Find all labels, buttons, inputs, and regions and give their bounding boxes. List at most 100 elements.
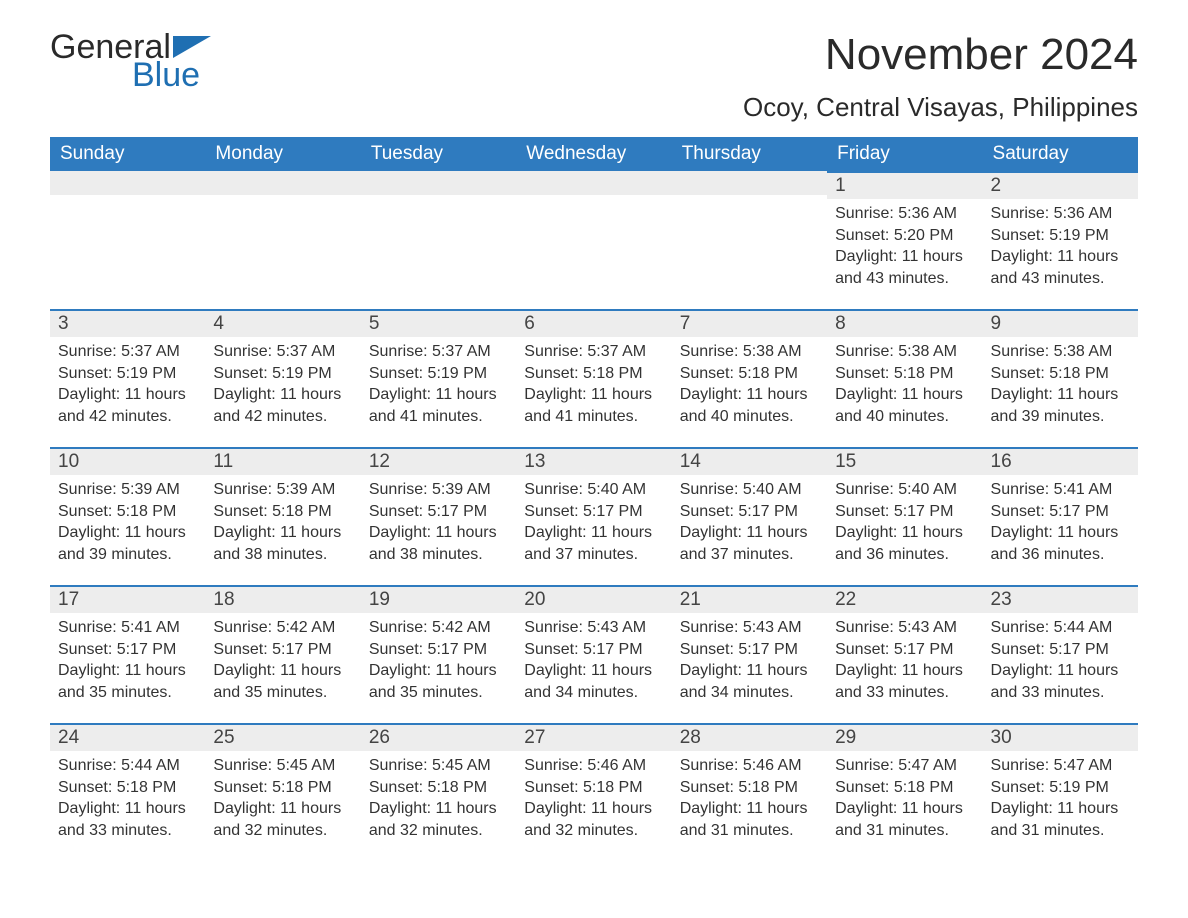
- day-details: Sunrise: 5:38 AMSunset: 5:18 PMDaylight:…: [672, 337, 827, 435]
- sunrise-line: Sunrise: 5:39 AM: [213, 479, 352, 501]
- calendar-cell: 24Sunrise: 5:44 AMSunset: 5:18 PMDayligh…: [50, 723, 205, 861]
- title-block: November 2024 Ocoy, Central Visayas, Phi…: [743, 30, 1138, 133]
- calendar-week: 1Sunrise: 5:36 AMSunset: 5:20 PMDaylight…: [50, 171, 1138, 309]
- sunrise-line: Sunrise: 5:47 AM: [991, 755, 1130, 777]
- calendar-cell: 19Sunrise: 5:42 AMSunset: 5:17 PMDayligh…: [361, 585, 516, 723]
- daylight-line: Daylight: 11 hours and 35 minutes.: [58, 660, 197, 703]
- sunrise-line: Sunrise: 5:37 AM: [213, 341, 352, 363]
- day-details: Sunrise: 5:45 AMSunset: 5:18 PMDaylight:…: [361, 751, 516, 849]
- day-details: Sunrise: 5:41 AMSunset: 5:17 PMDaylight:…: [983, 475, 1138, 573]
- empty-day-bar: [672, 171, 827, 195]
- calendar-cell: 13Sunrise: 5:40 AMSunset: 5:17 PMDayligh…: [516, 447, 671, 585]
- calendar-cell: [672, 171, 827, 309]
- calendar-cell: 8Sunrise: 5:38 AMSunset: 5:18 PMDaylight…: [827, 309, 982, 447]
- day-details: Sunrise: 5:43 AMSunset: 5:17 PMDaylight:…: [827, 613, 982, 711]
- sunrise-line: Sunrise: 5:37 AM: [369, 341, 508, 363]
- sunset-line: Sunset: 5:19 PM: [369, 363, 508, 385]
- calendar-cell: 29Sunrise: 5:47 AMSunset: 5:18 PMDayligh…: [827, 723, 982, 861]
- calendar-cell: 26Sunrise: 5:45 AMSunset: 5:18 PMDayligh…: [361, 723, 516, 861]
- calendar-cell: 7Sunrise: 5:38 AMSunset: 5:18 PMDaylight…: [672, 309, 827, 447]
- day-number: 9: [983, 309, 1138, 337]
- calendar-cell: 14Sunrise: 5:40 AMSunset: 5:17 PMDayligh…: [672, 447, 827, 585]
- sunset-line: Sunset: 5:18 PM: [524, 363, 663, 385]
- daylight-line: Daylight: 11 hours and 41 minutes.: [369, 384, 508, 427]
- sunset-line: Sunset: 5:18 PM: [524, 777, 663, 799]
- daylight-line: Daylight: 11 hours and 32 minutes.: [369, 798, 508, 841]
- sunrise-line: Sunrise: 5:44 AM: [991, 617, 1130, 639]
- day-number: 20: [516, 585, 671, 613]
- daylight-line: Daylight: 11 hours and 31 minutes.: [991, 798, 1130, 841]
- sunset-line: Sunset: 5:18 PM: [680, 363, 819, 385]
- day-details: Sunrise: 5:38 AMSunset: 5:18 PMDaylight:…: [827, 337, 982, 435]
- sunset-line: Sunset: 5:18 PM: [213, 777, 352, 799]
- sunset-line: Sunset: 5:18 PM: [369, 777, 508, 799]
- day-number: 15: [827, 447, 982, 475]
- sunrise-line: Sunrise: 5:45 AM: [369, 755, 508, 777]
- calendar-cell: 9Sunrise: 5:38 AMSunset: 5:18 PMDaylight…: [983, 309, 1138, 447]
- day-details: Sunrise: 5:43 AMSunset: 5:17 PMDaylight:…: [672, 613, 827, 711]
- day-details: Sunrise: 5:37 AMSunset: 5:19 PMDaylight:…: [205, 337, 360, 435]
- day-number: 21: [672, 585, 827, 613]
- day-number: 17: [50, 585, 205, 613]
- sunrise-line: Sunrise: 5:38 AM: [680, 341, 819, 363]
- day-number: 6: [516, 309, 671, 337]
- day-details: Sunrise: 5:37 AMSunset: 5:18 PMDaylight:…: [516, 337, 671, 435]
- calendar-cell: 6Sunrise: 5:37 AMSunset: 5:18 PMDaylight…: [516, 309, 671, 447]
- sunset-line: Sunset: 5:17 PM: [835, 501, 974, 523]
- sunrise-line: Sunrise: 5:37 AM: [524, 341, 663, 363]
- daylight-line: Daylight: 11 hours and 35 minutes.: [369, 660, 508, 703]
- calendar-cell: 1Sunrise: 5:36 AMSunset: 5:20 PMDaylight…: [827, 171, 982, 309]
- sunrise-line: Sunrise: 5:41 AM: [991, 479, 1130, 501]
- daylight-line: Daylight: 11 hours and 32 minutes.: [524, 798, 663, 841]
- day-details: Sunrise: 5:43 AMSunset: 5:17 PMDaylight:…: [516, 613, 671, 711]
- daylight-line: Daylight: 11 hours and 37 minutes.: [680, 522, 819, 565]
- daylight-line: Daylight: 11 hours and 35 minutes.: [213, 660, 352, 703]
- calendar-cell: 15Sunrise: 5:40 AMSunset: 5:17 PMDayligh…: [827, 447, 982, 585]
- day-number: 1: [827, 171, 982, 199]
- day-number: 24: [50, 723, 205, 751]
- weekday-row: SundayMondayTuesdayWednesdayThursdayFrid…: [50, 137, 1138, 171]
- day-number: 27: [516, 723, 671, 751]
- calendar-cell: 21Sunrise: 5:43 AMSunset: 5:17 PMDayligh…: [672, 585, 827, 723]
- sunset-line: Sunset: 5:17 PM: [991, 639, 1130, 661]
- location: Ocoy, Central Visayas, Philippines: [743, 92, 1138, 123]
- day-number: 10: [50, 447, 205, 475]
- weekday-header: Wednesday: [516, 137, 671, 171]
- sunrise-line: Sunrise: 5:45 AM: [213, 755, 352, 777]
- sunset-line: Sunset: 5:17 PM: [369, 639, 508, 661]
- daylight-line: Daylight: 11 hours and 42 minutes.: [58, 384, 197, 427]
- flag-icon: [173, 36, 211, 58]
- day-number: 30: [983, 723, 1138, 751]
- day-number: 12: [361, 447, 516, 475]
- day-number: 16: [983, 447, 1138, 475]
- sunrise-line: Sunrise: 5:46 AM: [524, 755, 663, 777]
- sunset-line: Sunset: 5:17 PM: [680, 501, 819, 523]
- day-details: Sunrise: 5:36 AMSunset: 5:20 PMDaylight:…: [827, 199, 982, 297]
- sunset-line: Sunset: 5:20 PM: [835, 225, 974, 247]
- daylight-line: Daylight: 11 hours and 43 minutes.: [991, 246, 1130, 289]
- sunrise-line: Sunrise: 5:41 AM: [58, 617, 197, 639]
- day-number: 28: [672, 723, 827, 751]
- sunrise-line: Sunrise: 5:42 AM: [369, 617, 508, 639]
- calendar-cell: 10Sunrise: 5:39 AMSunset: 5:18 PMDayligh…: [50, 447, 205, 585]
- sunset-line: Sunset: 5:19 PM: [58, 363, 197, 385]
- day-details: Sunrise: 5:38 AMSunset: 5:18 PMDaylight:…: [983, 337, 1138, 435]
- weekday-header: Saturday: [983, 137, 1138, 171]
- sunset-line: Sunset: 5:18 PM: [835, 777, 974, 799]
- calendar-cell: 2Sunrise: 5:36 AMSunset: 5:19 PMDaylight…: [983, 171, 1138, 309]
- daylight-line: Daylight: 11 hours and 31 minutes.: [680, 798, 819, 841]
- sunrise-line: Sunrise: 5:40 AM: [680, 479, 819, 501]
- day-number: 29: [827, 723, 982, 751]
- weekday-header: Sunday: [50, 137, 205, 171]
- calendar-cell: 30Sunrise: 5:47 AMSunset: 5:19 PMDayligh…: [983, 723, 1138, 861]
- daylight-line: Daylight: 11 hours and 43 minutes.: [835, 246, 974, 289]
- calendar-cell: 25Sunrise: 5:45 AMSunset: 5:18 PMDayligh…: [205, 723, 360, 861]
- sunset-line: Sunset: 5:18 PM: [991, 363, 1130, 385]
- daylight-line: Daylight: 11 hours and 39 minutes.: [991, 384, 1130, 427]
- day-number: 8: [827, 309, 982, 337]
- daylight-line: Daylight: 11 hours and 38 minutes.: [369, 522, 508, 565]
- sunset-line: Sunset: 5:18 PM: [835, 363, 974, 385]
- daylight-line: Daylight: 11 hours and 33 minutes.: [991, 660, 1130, 703]
- sunset-line: Sunset: 5:17 PM: [835, 639, 974, 661]
- daylight-line: Daylight: 11 hours and 31 minutes.: [835, 798, 974, 841]
